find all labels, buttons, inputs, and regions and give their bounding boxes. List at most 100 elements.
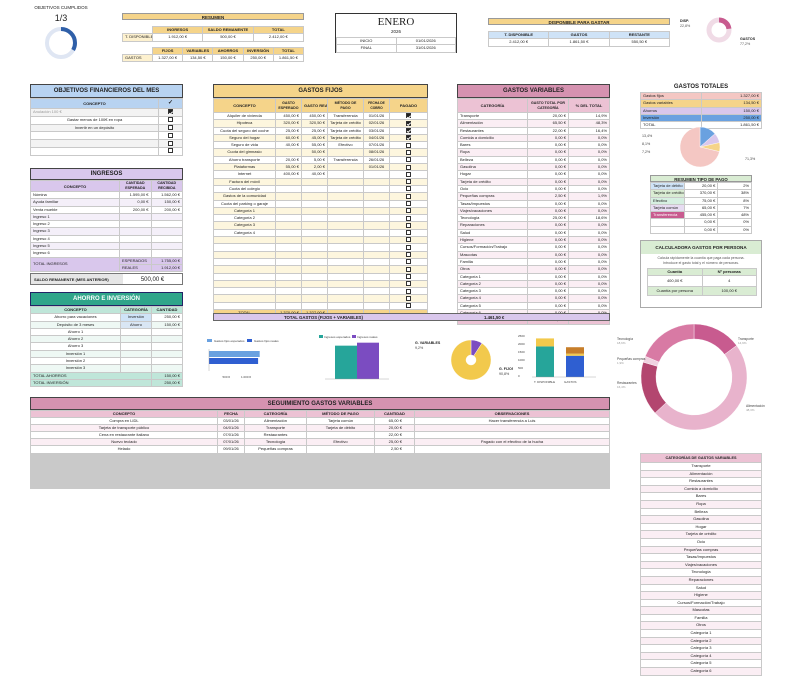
gasto-fijo-cell[interactable] — [327, 279, 364, 289]
objetivo-text[interactable]: Gastar menos de 100€ en ropa — [30, 115, 159, 125]
gasto-fijo-cell[interactable] — [213, 265, 276, 274]
gasto-fijo-cell[interactable]: Hipoteca — [213, 119, 276, 128]
seguimiento-cell[interactable]: 2,50 € — [374, 445, 415, 454]
gasto-fijo-cell[interactable]: 07/01/26 — [363, 141, 390, 150]
objetivo-text[interactable] — [30, 131, 159, 141]
gasto-fijo-cell[interactable] — [301, 206, 328, 216]
ahorro-cell[interactable] — [120, 349, 152, 359]
gasto-fijo-cell[interactable]: 320,00 € — [275, 119, 302, 128]
ingreso-cell[interactable]: Ingreso 5 — [30, 242, 120, 251]
gasto-fijo-cell[interactable] — [327, 228, 364, 238]
checkbox[interactable] — [168, 125, 173, 131]
gasto-fijo-cell[interactable] — [275, 148, 302, 157]
gasto-fijo-cell[interactable] — [301, 177, 328, 186]
checkbox[interactable] — [406, 142, 411, 148]
seguimiento-cell[interactable] — [414, 424, 610, 433]
gasto-fijo-cell[interactable] — [301, 214, 328, 223]
checkbox[interactable] — [406, 230, 411, 236]
gasto-fijo-cell[interactable]: Transferencia — [327, 155, 364, 165]
ahorro-cell[interactable] — [120, 335, 152, 344]
gasto-fijo-cell[interactable] — [301, 192, 328, 201]
gasto-fijo-cell[interactable]: Seguro de vida — [213, 141, 276, 150]
checkbox[interactable] — [168, 117, 173, 123]
gasto-fijo-cell[interactable] — [301, 250, 328, 259]
seguimiento-cell[interactable]: Alimentación — [244, 417, 307, 426]
seguimiento-cell[interactable] — [306, 445, 375, 454]
pagado-checkbox[interactable] — [389, 192, 428, 201]
gasto-fijo-cell[interactable]: Plataformas — [213, 163, 276, 172]
ahorro-cell[interactable] — [120, 327, 152, 337]
pagado-checkbox[interactable] — [389, 111, 428, 121]
gasto-fijo-cell[interactable] — [275, 199, 302, 208]
gasto-fijo-cell[interactable] — [301, 236, 328, 245]
seguimiento-cell[interactable]: Tecnología — [244, 438, 307, 447]
gasto-fijo-cell[interactable] — [327, 287, 364, 296]
seguimiento-cell[interactable]: 03/01/26 — [217, 417, 245, 426]
pagado-checkbox[interactable] — [389, 141, 428, 150]
gasto-fijo-cell[interactable] — [327, 206, 364, 216]
gasto-fijo-cell[interactable] — [363, 199, 390, 208]
checkbox[interactable] — [406, 157, 411, 163]
ingreso-cell[interactable]: Nómina — [30, 190, 120, 200]
ahorro-cell[interactable] — [151, 342, 183, 351]
gasto-fijo-cell[interactable]: 50,00 € — [301, 148, 328, 157]
gasto-fijo-cell[interactable] — [275, 214, 302, 223]
ahorro-cell[interactable]: Depósito de 3 meses — [30, 320, 121, 329]
gasto-fijo-cell[interactable]: Alquiler de vivienda — [213, 111, 276, 121]
ingreso-cell[interactable]: 200,00 € — [150, 205, 183, 214]
gasto-fijo-cell[interactable] — [275, 184, 302, 194]
checkbox[interactable] — [406, 215, 411, 221]
gasto-fijo-cell[interactable] — [275, 236, 302, 245]
checkbox[interactable] — [406, 164, 411, 170]
ingreso-cell[interactable] — [150, 234, 183, 244]
gasto-fijo-cell[interactable]: Tarjeta de crédito — [327, 119, 364, 128]
gasto-fijo-cell[interactable] — [275, 221, 302, 230]
gasto-fijo-cell[interactable] — [301, 243, 328, 252]
seguimiento-cell[interactable]: Compra en LIDL — [30, 417, 218, 426]
pagado-checkbox[interactable] — [389, 133, 428, 143]
ingreso-cell[interactable] — [119, 234, 152, 244]
seguimiento-cell[interactable]: Nuevo teclado — [30, 438, 218, 447]
seguimiento-cell[interactable]: Tarjeta común — [306, 417, 375, 426]
ahorro-cell[interactable] — [120, 357, 152, 366]
seguimiento-cell[interactable] — [374, 486, 415, 489]
ingreso-cell[interactable]: 1.595,00 € — [119, 190, 152, 200]
gasto-fijo-cell[interactable] — [363, 272, 390, 281]
checkbox[interactable] — [406, 171, 411, 177]
ahorro-cell[interactable] — [151, 357, 183, 366]
gasto-fijo-cell[interactable]: 450,00 € — [301, 111, 328, 121]
gasto-fijo-cell[interactable] — [327, 214, 364, 223]
gasto-fijo-cell[interactable] — [327, 250, 364, 259]
checkbox[interactable] — [406, 244, 411, 250]
gasto-fijo-cell[interactable] — [327, 236, 364, 245]
gasto-fijo-cell[interactable] — [275, 272, 302, 281]
ingreso-cell[interactable] — [119, 227, 152, 236]
ingreso-cell[interactable]: Ayuda familiar — [30, 198, 120, 207]
checkbox[interactable] — [406, 237, 411, 243]
seguimiento-cell[interactable] — [30, 486, 218, 489]
gasto-fijo-cell[interactable] — [363, 184, 390, 194]
gasto-fijo-cell[interactable]: 55,00 € — [275, 163, 302, 172]
gasto-fijo-cell[interactable]: Transferencia — [327, 111, 364, 121]
gasto-fijo-cell[interactable]: 450,00 € — [275, 111, 302, 121]
gasto-fijo-cell[interactable] — [301, 265, 328, 274]
gasto-fijo-cell[interactable]: 5,00 € — [301, 155, 328, 165]
pagado-checkbox[interactable] — [389, 170, 428, 179]
gasto-fijo-cell[interactable]: 03/01/26 — [363, 126, 390, 135]
ingreso-cell[interactable] — [119, 220, 152, 229]
gasto-fijo-cell[interactable] — [275, 177, 302, 186]
gasto-fijo-cell[interactable]: 01/01/26 — [363, 111, 390, 121]
gasto-fijo-cell[interactable] — [363, 236, 390, 245]
gasto-fijo-cell[interactable] — [301, 301, 328, 311]
gasto-fijo-cell[interactable]: 08/01/26 — [363, 148, 390, 157]
checkbox[interactable] — [168, 109, 173, 115]
gasto-fijo-cell[interactable] — [327, 294, 364, 303]
ingreso-cell[interactable]: 0,00 € — [119, 198, 152, 207]
gasto-fijo-cell[interactable] — [301, 199, 328, 208]
checkbox[interactable] — [406, 179, 411, 185]
gasto-fijo-cell[interactable] — [275, 250, 302, 259]
seguimiento-cell[interactable]: 20,00 € — [374, 424, 415, 433]
gasto-fijo-cell[interactable] — [275, 228, 302, 238]
ingreso-cell[interactable] — [150, 220, 183, 229]
gasto-fijo-cell[interactable]: Cuota del parking o garaje — [213, 199, 276, 208]
